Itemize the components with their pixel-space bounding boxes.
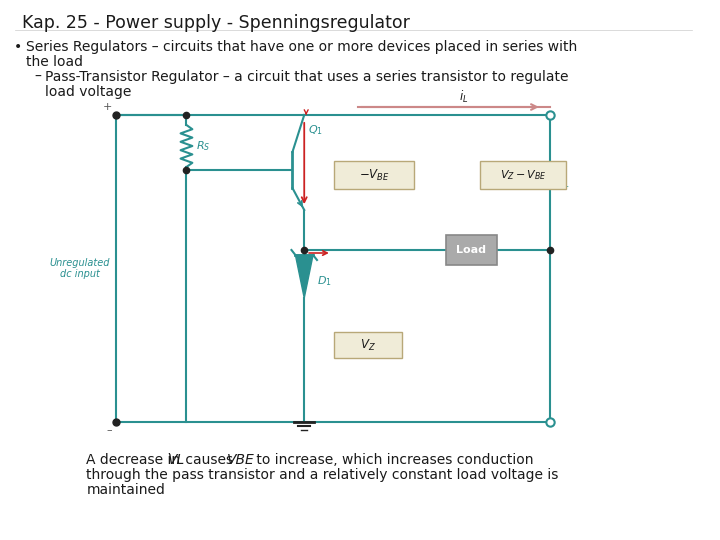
Text: Unregulated
dc input: Unregulated dc input [50,258,110,279]
Text: VL: VL [168,453,185,467]
Text: VBE: VBE [227,453,254,467]
Text: Kap. 25 - Power supply - Spenningsregulator: Kap. 25 - Power supply - Spenningsregula… [22,14,410,32]
Text: the load: the load [25,55,83,69]
Text: to increase, which increases conduction: to increase, which increases conduction [252,453,534,467]
Text: A decrease in: A decrease in [86,453,185,467]
Text: Pass-Transistor Regulator – a circuit that uses a series transistor to regulate: Pass-Transistor Regulator – a circuit th… [45,70,569,84]
Text: $V_Z - V_{BE}$: $V_Z - V_{BE}$ [500,168,546,182]
Text: $i_L$: $i_L$ [459,89,469,105]
Text: load voltage: load voltage [45,85,132,99]
Text: $R_S$: $R_S$ [197,139,211,153]
Polygon shape [295,255,313,298]
Text: through the pass transistor and a relatively constant load voltage is: through the pass transistor and a relati… [86,468,559,482]
Text: Series Regulators – circuits that have one or more devices placed in series with: Series Regulators – circuits that have o… [25,40,577,54]
Text: maintained: maintained [86,483,165,497]
Text: $V_Z$: $V_Z$ [360,338,376,353]
Text: $Q_1$: $Q_1$ [308,123,323,137]
Text: $V_L$: $V_L$ [555,175,570,190]
Text: •: • [14,40,22,54]
Bar [480,161,566,189]
Bar [333,161,414,189]
Text: +: + [102,102,112,112]
Text: causes: causes [181,453,237,467]
Text: –: – [107,425,112,435]
Text: Load: Load [456,245,486,255]
Bar [446,235,497,265]
Text: –: – [35,70,41,84]
Bar [333,332,402,358]
Text: $- V_{BE}$: $- V_{BE}$ [359,167,390,183]
Text: $D_1$: $D_1$ [317,275,332,288]
